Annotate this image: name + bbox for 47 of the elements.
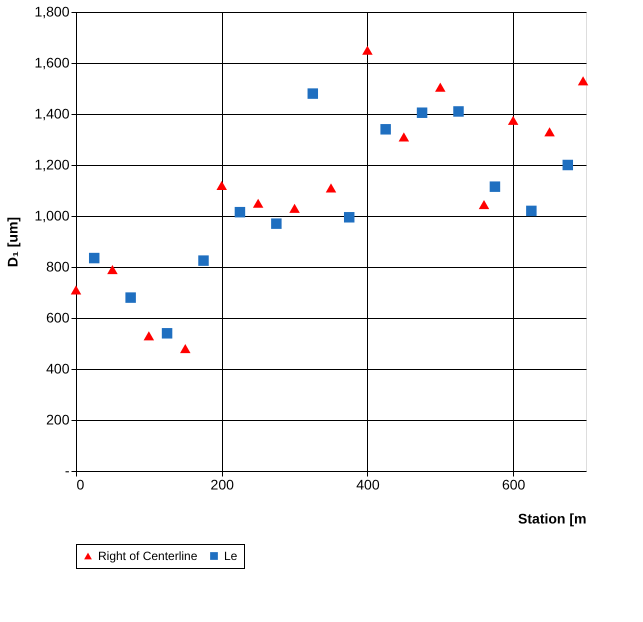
point	[578, 76, 588, 86]
legend-label: Le	[224, 549, 238, 563]
point	[289, 204, 300, 213]
point	[88, 252, 100, 264]
point	[308, 88, 318, 99]
point	[562, 160, 574, 170]
point	[198, 255, 209, 266]
y-tick-label: 600	[46, 310, 70, 326]
y-axis-title: D₁ [um]	[4, 216, 20, 268]
x-tick-label: 200	[210, 476, 234, 492]
point	[234, 206, 246, 218]
point	[162, 328, 172, 339]
y-tick-label: 200	[46, 412, 70, 428]
y-tick-label: 1,400	[34, 106, 70, 122]
point	[398, 132, 410, 142]
point	[526, 206, 537, 216]
point	[70, 285, 82, 294]
point	[125, 292, 136, 303]
y-tick-label: 1,800	[34, 4, 70, 20]
y-tick-label: 1,200	[34, 156, 70, 172]
point	[252, 198, 264, 208]
point	[216, 180, 227, 190]
point	[544, 127, 555, 136]
point	[435, 82, 446, 92]
y-tick-label: -	[64, 462, 70, 478]
point	[271, 218, 282, 229]
point	[344, 212, 354, 223]
x-axis-title: Station [m	[518, 510, 586, 526]
point	[508, 116, 518, 125]
point	[416, 107, 428, 118]
point	[107, 265, 118, 274]
x-tick-label: 400	[356, 476, 380, 492]
y-tick-label: 400	[46, 360, 70, 376]
point	[490, 181, 500, 192]
legend-label: Right of Centerline	[98, 549, 198, 563]
point	[478, 200, 490, 210]
y-tick-label: 1,600	[34, 54, 70, 70]
point	[380, 124, 391, 135]
point	[326, 183, 336, 192]
point	[144, 331, 154, 340]
y-tick-label: 1,000	[34, 208, 70, 224]
point	[362, 46, 373, 55]
x-tick-label: 0	[76, 476, 84, 492]
point	[453, 106, 464, 117]
y-tick-label: 800	[46, 258, 70, 274]
point	[180, 344, 191, 354]
x-tick-label: 600	[502, 476, 526, 492]
